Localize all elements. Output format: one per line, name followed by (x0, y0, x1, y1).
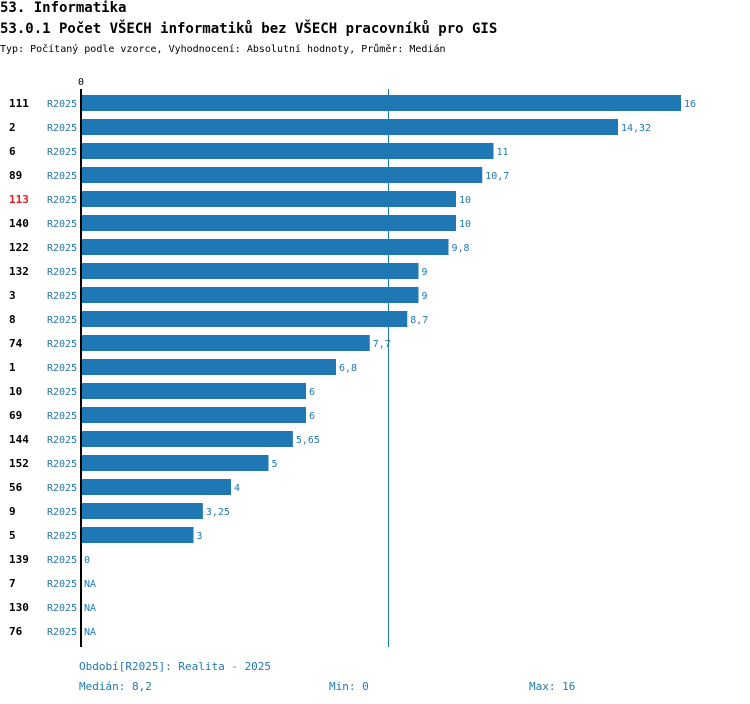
category-label: 132 (9, 265, 29, 278)
value-label: NA (84, 603, 96, 614)
category-label: 130 (9, 601, 29, 614)
category-label: 56 (9, 481, 23, 494)
x-axis-tick-label: 0 (78, 77, 84, 88)
value-label: 10 (459, 219, 471, 230)
category-label: 140 (9, 217, 29, 230)
period-label: R2025 (47, 195, 77, 206)
category-label: 5 (9, 529, 16, 542)
period-label: R2025 (47, 99, 77, 110)
period-label: R2025 (47, 147, 77, 158)
bar (81, 311, 408, 327)
period-label: R2025 (47, 243, 77, 254)
period-label: R2025 (47, 219, 77, 230)
category-label: 139 (9, 553, 29, 566)
bar (81, 287, 419, 303)
value-label: 14,32 (621, 123, 651, 134)
bar (81, 263, 419, 279)
value-label: 8,7 (410, 315, 428, 326)
value-label: 6 (309, 387, 315, 398)
period-label: R2025 (47, 315, 77, 326)
period-label: R2025 (47, 483, 77, 494)
bar (81, 215, 456, 231)
category-label: 6 (9, 145, 16, 158)
category-label: 76 (9, 625, 23, 638)
bar (81, 407, 306, 423)
category-label: 7 (9, 577, 16, 590)
period-label: R2025 (47, 123, 77, 134)
footer-min: Min: 0 (329, 680, 369, 693)
category-label: 2 (9, 121, 16, 134)
period-label: R2025 (47, 579, 77, 590)
period-label: R2025 (47, 507, 77, 518)
bar (81, 119, 618, 135)
chart-title: 53.0.1 Počet VŠECH informatiků bez VŠECH… (0, 21, 498, 37)
value-label: 9,8 (452, 243, 470, 254)
bar (81, 335, 370, 351)
chart-meta: Typ: Počítaný podle vzorce, Vyhodnocení:… (0, 44, 446, 55)
category-label: 69 (9, 409, 22, 422)
period-label: R2025 (47, 267, 77, 278)
value-label: 16 (684, 99, 696, 110)
value-label: 6,8 (339, 363, 357, 374)
value-label: 0 (84, 555, 90, 566)
value-label: 10,7 (485, 171, 509, 182)
period-label: R2025 (47, 603, 77, 614)
category-label: 113 (9, 193, 29, 206)
value-label: 10 (459, 195, 471, 206)
period-label: R2025 (47, 435, 77, 446)
period-label: R2025 (47, 363, 77, 374)
bar (81, 167, 483, 183)
period-label: R2025 (47, 171, 77, 182)
value-label: NA (84, 627, 96, 638)
value-label: 9 (422, 291, 428, 302)
category-label: 1 (9, 361, 16, 374)
bar (81, 527, 194, 543)
category-label: 152 (9, 457, 29, 470)
bar (81, 383, 306, 399)
bar (81, 239, 449, 255)
value-label: 9 (422, 267, 428, 278)
category-label: 10 (9, 385, 22, 398)
period-label: R2025 (47, 627, 77, 638)
period-label: R2025 (47, 291, 77, 302)
value-label: 5,65 (296, 435, 320, 446)
bar (81, 95, 681, 111)
category-label: 9 (9, 505, 16, 518)
bar (81, 191, 456, 207)
period-label: R2025 (47, 339, 77, 350)
bar (81, 359, 336, 375)
page-title: 53. Informatika (0, 0, 127, 16)
category-label: 111 (9, 97, 29, 110)
period-label: R2025 (47, 411, 77, 422)
category-label: 89 (9, 169, 22, 182)
period-label: R2025 (47, 531, 77, 542)
bar (81, 479, 231, 495)
category-label: 74 (9, 337, 23, 350)
period-label: R2025 (47, 459, 77, 470)
bar (81, 455, 269, 471)
value-label: 4 (234, 483, 240, 494)
footer-max: Max: 16 (529, 680, 576, 693)
bar (81, 431, 293, 447)
value-label: 3,25 (206, 507, 230, 518)
value-label: 5 (272, 459, 278, 470)
category-label: 144 (9, 433, 29, 446)
period-label: R2025 (47, 555, 77, 566)
footer-period: Období[R2025]: Realita - 2025 (79, 660, 272, 673)
category-label: 122 (9, 241, 29, 254)
period-label: R2025 (47, 387, 77, 398)
category-label: 8 (9, 313, 16, 326)
value-label: 3 (197, 531, 203, 542)
category-label: 3 (9, 289, 16, 302)
value-label: 6 (309, 411, 315, 422)
value-label: 7,7 (373, 339, 391, 350)
bar (81, 143, 494, 159)
bar (81, 503, 203, 519)
value-label: NA (84, 579, 96, 590)
value-label: 11 (497, 147, 509, 158)
footer-median: Medián: 8,2 (79, 680, 152, 693)
